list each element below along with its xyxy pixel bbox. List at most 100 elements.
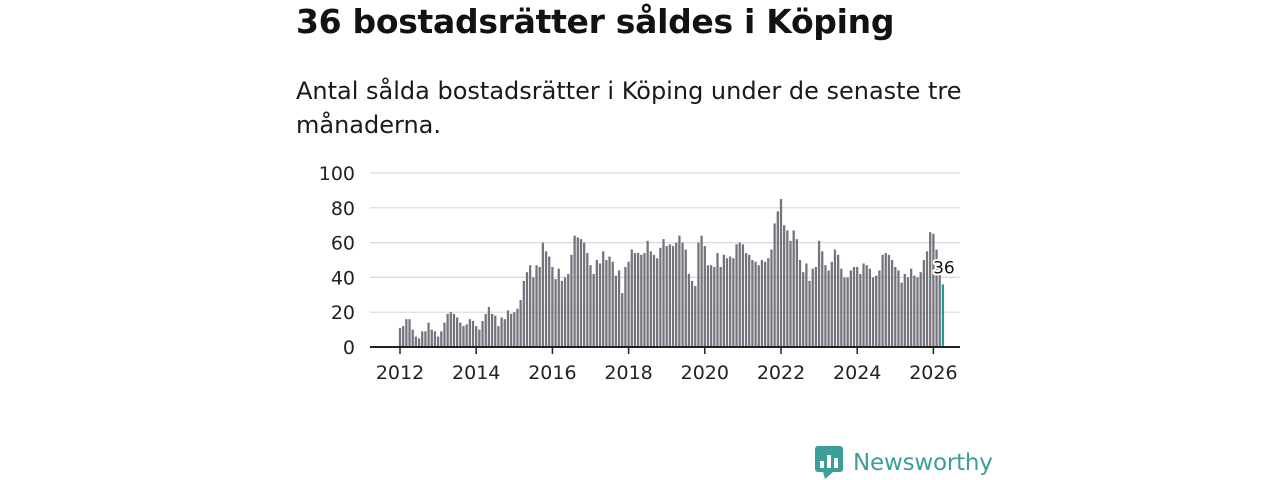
bar <box>700 235 703 347</box>
x-tick-label: 2020 <box>681 362 729 384</box>
bar <box>897 270 900 347</box>
bar <box>532 277 535 347</box>
bar <box>554 279 557 347</box>
bar <box>805 263 808 347</box>
bar <box>490 313 494 347</box>
bar <box>773 223 776 347</box>
bar <box>494 315 497 347</box>
bar <box>456 317 459 347</box>
bar <box>706 265 710 347</box>
bar <box>719 266 722 347</box>
bar <box>681 242 684 347</box>
bar <box>579 239 583 347</box>
bar <box>589 265 592 347</box>
bar <box>595 260 598 347</box>
bar <box>802 272 805 347</box>
x-tick-label: 2014 <box>452 362 500 384</box>
bar <box>722 254 725 347</box>
bar <box>922 260 925 347</box>
bar <box>478 329 481 347</box>
bar <box>443 322 446 347</box>
bar <box>621 293 624 347</box>
bar <box>633 253 637 347</box>
x-tick-label: 2022 <box>757 362 805 384</box>
bar <box>659 247 662 347</box>
bar <box>852 266 856 347</box>
bar <box>916 277 919 347</box>
bar <box>862 263 865 347</box>
bar <box>665 246 668 347</box>
bar <box>519 300 522 347</box>
bar <box>652 254 656 347</box>
bar <box>484 313 487 347</box>
bar <box>608 256 611 347</box>
bar <box>836 254 840 347</box>
bar <box>798 260 802 347</box>
bar <box>452 313 456 347</box>
bar <box>716 253 719 347</box>
bar <box>884 253 887 347</box>
bar <box>754 261 757 347</box>
y-tick-label: 60 <box>331 233 355 255</box>
bar <box>541 242 545 347</box>
bar <box>792 230 795 347</box>
bar <box>776 211 779 347</box>
bar <box>567 273 570 347</box>
bar <box>513 312 516 347</box>
bar <box>668 244 672 347</box>
bar <box>725 258 729 347</box>
bar <box>875 275 878 347</box>
x-tick-label: 2018 <box>604 362 652 384</box>
bar <box>814 266 818 347</box>
bar <box>786 230 789 347</box>
bar <box>849 270 852 347</box>
bar <box>398 327 402 347</box>
bar <box>906 277 910 347</box>
bar <box>732 258 735 347</box>
bar <box>840 268 843 347</box>
bar <box>640 254 643 347</box>
bar <box>767 258 770 347</box>
bar <box>538 266 541 347</box>
x-tick-label: 2012 <box>376 362 424 384</box>
bar <box>506 310 510 347</box>
bar <box>770 249 773 347</box>
bar <box>503 319 506 347</box>
bar <box>427 322 430 347</box>
bar <box>795 239 799 347</box>
bar <box>744 253 748 347</box>
bar <box>509 313 513 347</box>
bar <box>449 312 452 347</box>
brand-logo: Newsworthy <box>815 446 993 480</box>
bar <box>421 331 424 347</box>
bar <box>903 273 906 347</box>
bar <box>859 273 862 347</box>
bar <box>827 270 830 347</box>
bar <box>405 319 408 347</box>
bar <box>729 256 732 347</box>
bar <box>475 326 478 347</box>
bar <box>576 237 579 347</box>
bar <box>560 280 564 347</box>
bar <box>624 266 627 347</box>
bar <box>789 240 792 347</box>
headline: 36 bostadsrätter såldes i Köping <box>296 2 895 41</box>
bar <box>757 265 760 347</box>
bar <box>913 275 916 347</box>
bar <box>690 280 694 347</box>
bar <box>408 319 411 347</box>
bar <box>900 282 903 347</box>
bar <box>868 268 872 347</box>
y-tick-label: 100 <box>319 163 355 185</box>
bar <box>402 326 405 347</box>
y-tick-label: 40 <box>331 267 355 289</box>
bar <box>417 338 421 347</box>
bar <box>627 261 630 347</box>
bar <box>424 331 427 347</box>
bar <box>563 277 567 347</box>
bar-chart: 0 20 40 60 80 100 2012 2014 2016 2018 2020 2022 2024… <box>319 163 960 384</box>
bar <box>910 268 913 347</box>
bar <box>462 326 465 347</box>
bar <box>938 265 941 347</box>
bar <box>446 313 449 347</box>
